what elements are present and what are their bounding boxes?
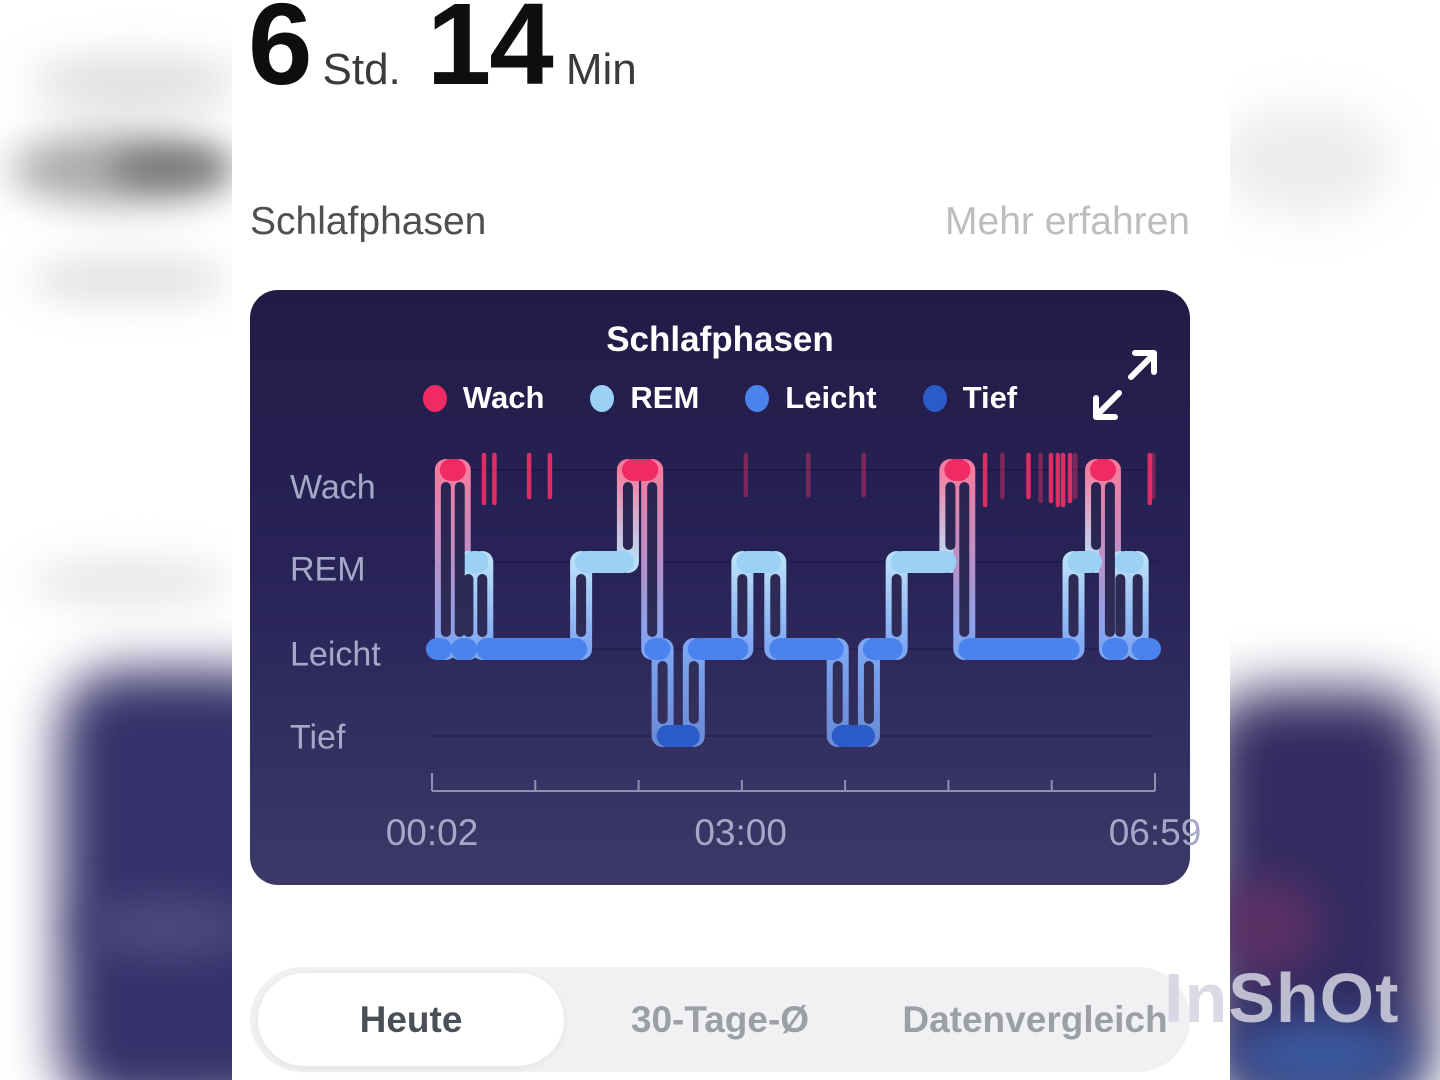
y-axis-label: Tief	[290, 718, 346, 757]
section-header: Schlafphasen Mehr erfahren	[250, 200, 1190, 244]
legend-item: Wach	[422, 380, 545, 416]
chart-legend: Wach REM Leicht Tief	[250, 380, 1190, 416]
selected-tab-pill	[258, 973, 564, 1066]
legend-label: Wach	[462, 380, 545, 415]
duration-minutes-unit: Min	[565, 45, 637, 94]
period-tabs: Heute 30-Tage-Ø Datenvergleich	[250, 967, 1190, 1072]
y-axis-label: REM	[290, 550, 366, 589]
blurred-background-left	[0, 0, 232, 1080]
blur-blob	[1230, 1018, 1415, 1080]
section-title: Schlafphasen	[250, 200, 487, 243]
hypnogram-svg	[425, 452, 1161, 792]
tab-1[interactable]: 30-Tage-Ø	[630, 999, 810, 1040]
legend-label: REM	[630, 380, 700, 415]
blur-blob	[1230, 878, 1320, 974]
y-axis-label: Leicht	[290, 635, 381, 674]
legend-dot-icon	[422, 384, 447, 412]
mehr-erfahren-link[interactable]: Mehr erfahren	[945, 200, 1190, 243]
legend-item: REM	[590, 380, 699, 416]
expand-icon[interactable]	[1088, 340, 1162, 428]
x-axis-label: 00:02	[385, 812, 479, 853]
legend-item: Tief	[922, 380, 1018, 416]
duration-hours: 6	[248, 0, 313, 109]
blurred-background-right	[1230, 0, 1440, 1080]
blur-blob	[1230, 105, 1393, 217]
blur-blob	[110, 150, 225, 186]
blur-blob	[80, 896, 232, 960]
legend-label: Leicht	[785, 380, 877, 415]
blur-blob	[30, 256, 230, 304]
blur-blob	[60, 670, 232, 1080]
legend-dot-icon	[590, 384, 615, 412]
legend-item: Leicht	[745, 380, 877, 416]
blur-blob	[30, 55, 232, 110]
blur-blob	[30, 556, 230, 608]
x-axis-label: 03:00	[694, 812, 787, 853]
legend-dot-icon	[922, 384, 947, 412]
card-title: Schlafphasen	[606, 320, 834, 359]
duration-minutes: 14	[426, 0, 554, 109]
legend-label: Tief	[962, 380, 1018, 415]
tab-2[interactable]: Datenvergleich	[902, 999, 1168, 1040]
duration-hours-unit: Std.	[322, 45, 401, 94]
tab-selected[interactable]: Heute	[359, 999, 463, 1040]
inshot-watermark: InShOt	[1164, 959, 1400, 1037]
legend-dot-icon	[745, 384, 770, 412]
y-axis-label: Wach	[290, 468, 376, 507]
sleep-duration: 6 Std. 14 Min	[248, 0, 637, 102]
sleep-phases-card: Schlafphasen Wach REM Leicht Tief Wach REM Le…	[250, 290, 1201, 885]
x-axis-label: 06:59	[1108, 812, 1202, 853]
